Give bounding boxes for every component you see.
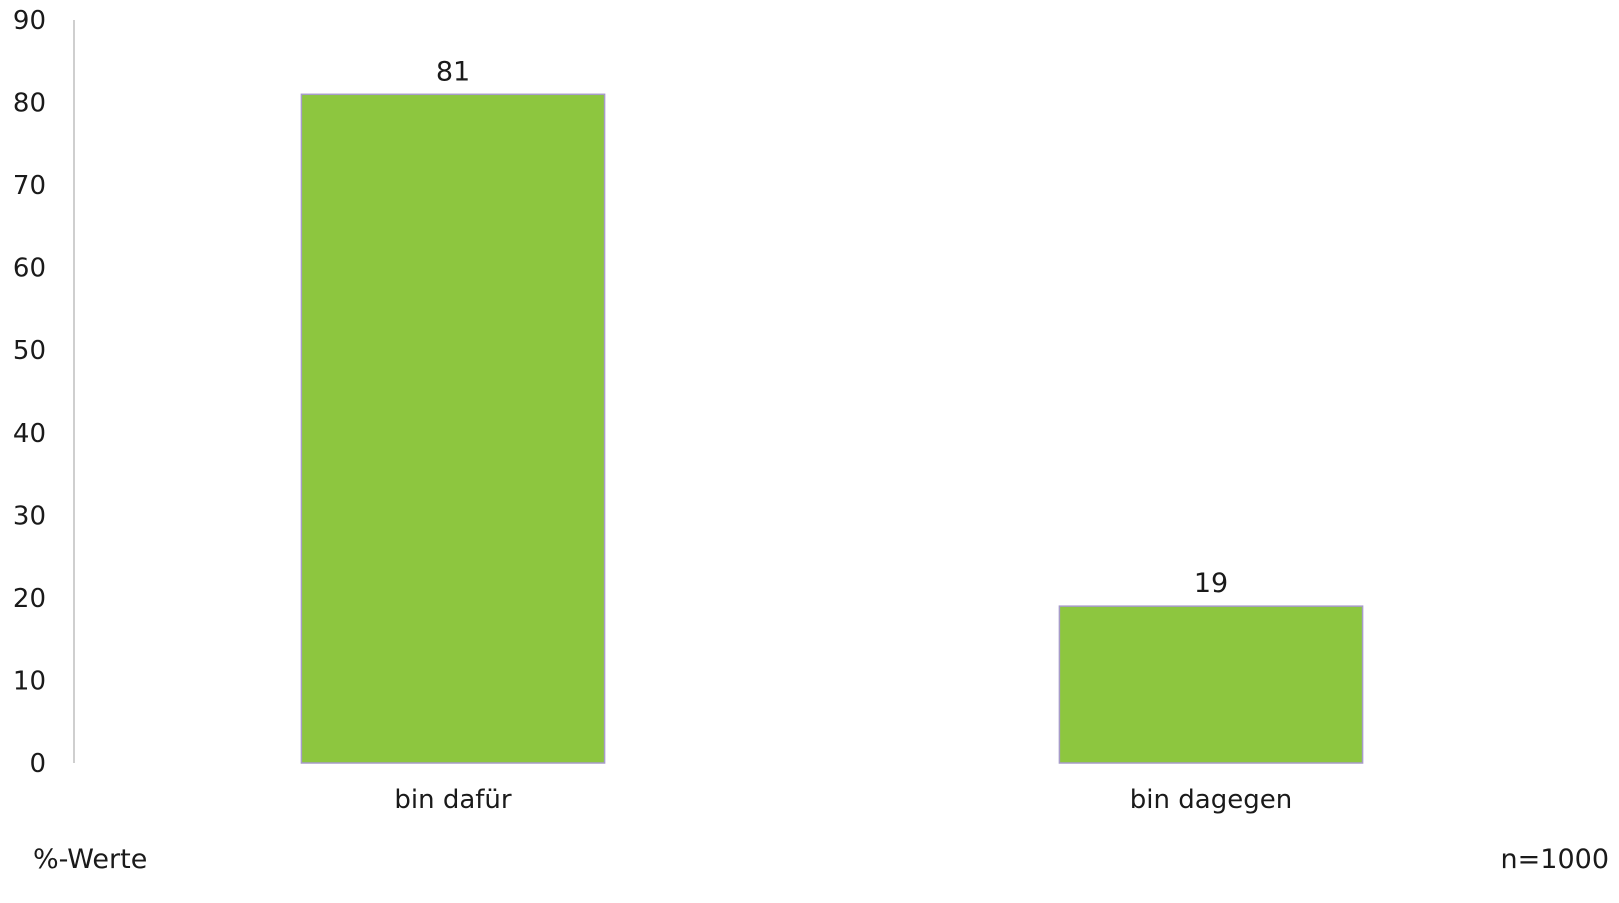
data-label: 81 [436, 56, 470, 87]
y-tick-label: 60 [13, 254, 46, 284]
bar [301, 94, 604, 763]
data-label: 19 [1194, 568, 1228, 599]
x-category-label: bin dafür [394, 785, 512, 815]
y-tick-label: 30 [13, 501, 46, 531]
sample-size-note: n=1000 [1501, 846, 1609, 873]
y-tick-label: 80 [13, 89, 46, 119]
x-category-label: bin dagegen [1130, 785, 1292, 815]
x-axis-categories: bin dafür bin dagegen [394, 785, 1292, 815]
unit-note: %-Werte [33, 846, 147, 873]
y-axis: 0 10 20 30 40 50 60 70 80 90 [13, 6, 74, 779]
y-tick-label: 50 [13, 336, 46, 366]
y-tick-label: 0 [29, 749, 46, 779]
y-tick-label: 90 [13, 6, 46, 36]
y-tick-label: 10 [13, 666, 46, 696]
bar [1059, 606, 1362, 763]
y-tick-label: 20 [13, 584, 46, 614]
y-tick-label: 70 [13, 171, 46, 201]
bars [301, 94, 1362, 763]
y-tick-label: 40 [13, 419, 46, 449]
